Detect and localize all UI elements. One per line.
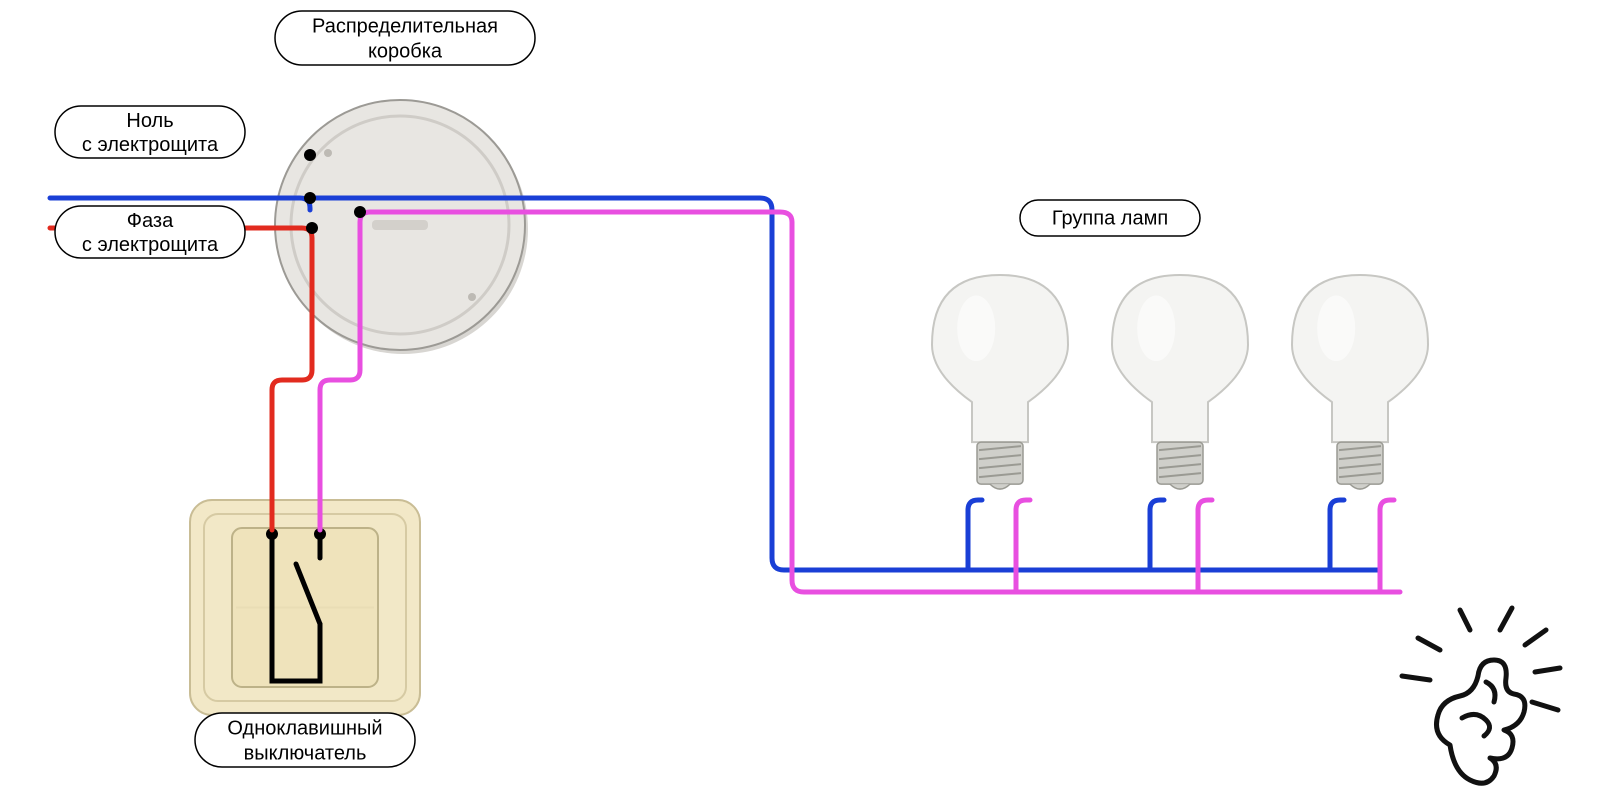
light-bulb [1292, 275, 1428, 489]
label-text: Ноль [126, 110, 173, 132]
label-text: выключатель [244, 742, 367, 764]
light-bulb [932, 275, 1068, 489]
label-text: с электрощита [82, 134, 219, 156]
wire-junction [304, 149, 316, 161]
snap-fingers-icon [1402, 608, 1560, 783]
light-bulb [1112, 275, 1248, 489]
wire-junction [306, 222, 318, 234]
label-phase_in: Фазас электрощита [55, 206, 245, 258]
label-text: с электрощита [82, 234, 219, 256]
label-text: Распределительная [312, 15, 498, 37]
wire-group [50, 228, 312, 530]
label-junction_box: Распределительная коробка [275, 11, 535, 65]
label-text: Одноклавишный [227, 717, 382, 739]
label-text: коробка [368, 40, 443, 62]
wall-switch [190, 500, 420, 715]
label-text: Группа ламп [1052, 207, 1168, 229]
wire-junction [304, 192, 316, 204]
wire-junction [354, 206, 366, 218]
label-text: Фаза [127, 210, 174, 232]
label-neutral_in: Нольс электрощита [55, 106, 245, 158]
label-lamp_group: Группа ламп [1020, 200, 1200, 236]
label-switch: Одноклавишный выключатель [195, 713, 415, 767]
